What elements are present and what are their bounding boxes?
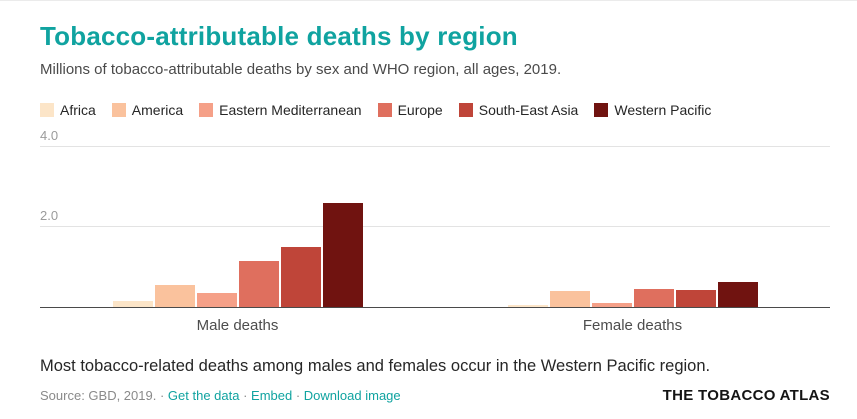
legend: Africa America Eastern Mediterranean Europe… <box>40 102 830 118</box>
legend-swatch-africa <box>40 103 54 117</box>
bar-female-deaths-europe[interactable] <box>633 289 674 307</box>
legend-item-western-pacific[interactable]: Western Pacific <box>594 102 711 118</box>
gridline <box>40 146 830 147</box>
legend-label: Europe <box>397 102 443 118</box>
legend-swatch-western-pacific <box>594 103 609 117</box>
bar-female-deaths-western-pacific[interactable] <box>717 282 758 307</box>
legend-swatch-europe <box>377 103 392 117</box>
bar-male-deaths-south-east-asia[interactable] <box>280 247 321 307</box>
legend-label: South-East Asia <box>478 102 579 118</box>
link-download-image[interactable]: Download image <box>303 388 401 403</box>
bar-male-deaths-europe[interactable] <box>238 261 279 307</box>
bar-group-female <box>435 148 830 307</box>
plot-area: 2.0 4.0 <box>40 128 830 308</box>
brand-logo: THE TOBACCO ATLAS <box>662 387 830 404</box>
y-axis-tick-label: 2.0 <box>40 208 59 223</box>
x-axis-label-male-deaths: Male deaths <box>196 317 279 334</box>
chart-note: Most tobacco-related deaths among males … <box>40 357 711 375</box>
source-line: Source: GBD, 2019. · Get the data · Embe… <box>40 388 401 403</box>
legend-label: Eastern Mediterranean <box>219 102 362 118</box>
page-title: Tobacco-attributable deaths by region <box>40 21 518 51</box>
source-text: Source: GBD, 2019. <box>40 388 157 403</box>
chart-subtitle: Millions of tobacco-attributable deaths … <box>40 61 562 78</box>
y-axis-tick-label: 4.0 <box>40 128 59 143</box>
source-links: · Get the data · Embed · Download image <box>156 388 401 403</box>
link-get-the-data[interactable]: Get the data <box>167 388 240 403</box>
legend-item-south-east-asia[interactable]: South-East Asia <box>458 102 579 118</box>
legend-item-africa[interactable]: Africa <box>40 102 96 118</box>
bar-male-deaths-africa[interactable] <box>112 301 153 307</box>
gridline <box>40 226 830 227</box>
chart: 2.0 4.0 Male deaths Female deaths <box>40 128 830 334</box>
link-separator: · <box>156 388 168 403</box>
legend-label: America <box>131 102 184 118</box>
legend-item-eastern-mediterranean[interactable]: Eastern Mediterranean <box>199 102 362 118</box>
bar-male-deaths-eastern-mediterranean[interactable] <box>196 293 237 307</box>
bar-groups <box>40 148 830 307</box>
bar-male-deaths-western-pacific[interactable] <box>322 203 363 307</box>
x-axis-label-female-deaths: Female deaths <box>582 317 683 334</box>
link-separator: · <box>239 388 252 403</box>
legend-label: Western Pacific <box>614 102 712 118</box>
legend-swatch-eastern-mediterranean <box>199 103 214 117</box>
legend-label: Africa <box>60 102 96 118</box>
legend-swatch-south-east-asia <box>458 103 473 117</box>
bar-female-deaths-eastern-mediterranean[interactable] <box>591 303 632 307</box>
link-separator: · <box>292 388 304 403</box>
legend-item-america[interactable]: America <box>111 102 184 118</box>
legend-swatch-america <box>111 103 126 117</box>
x-axis-labels: Male deaths Female deaths <box>40 308 830 334</box>
bar-group-male <box>40 148 435 307</box>
legend-item-europe[interactable]: Europe <box>377 102 443 118</box>
bar-female-deaths-america[interactable] <box>549 291 590 307</box>
footer-row: Source: GBD, 2019. · Get the data · Embe… <box>40 387 830 404</box>
bar-female-deaths-africa[interactable] <box>507 305 548 307</box>
bar-female-deaths-south-east-asia[interactable] <box>675 290 716 307</box>
link-embed[interactable]: Embed <box>251 388 293 403</box>
page: Tobacco-attributable deaths by region Mi… <box>0 1 857 404</box>
bar-male-deaths-america[interactable] <box>154 285 195 307</box>
